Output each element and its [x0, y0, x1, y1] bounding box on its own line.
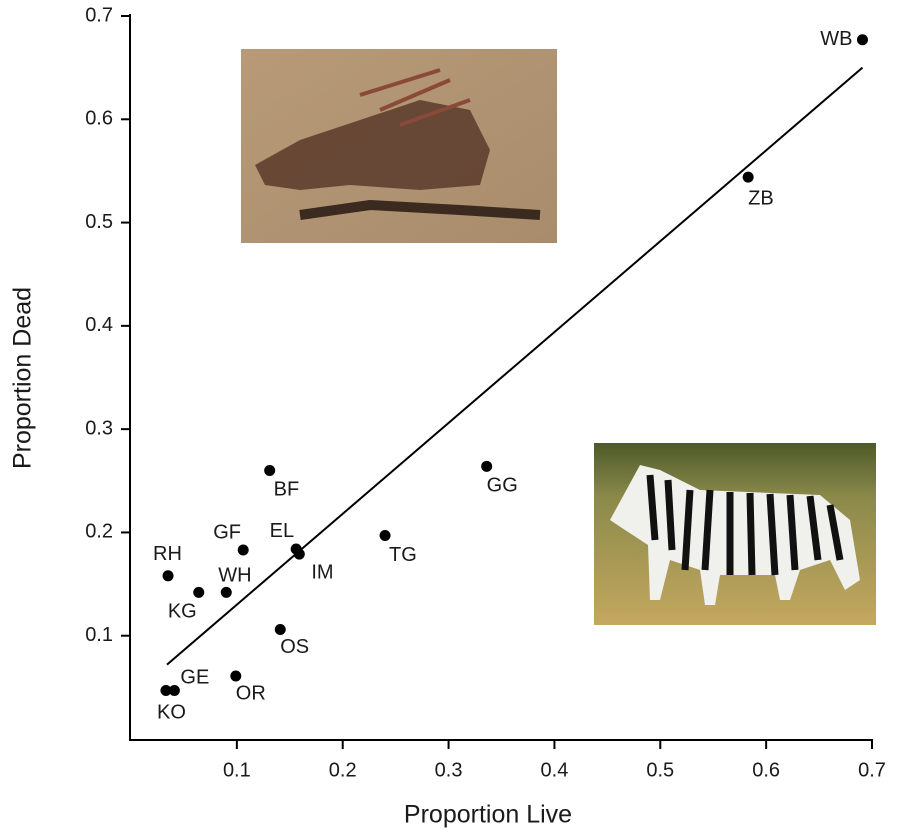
point — [294, 549, 305, 560]
y-tick-label: 0.6 — [85, 108, 113, 130]
y-tick-label: 0.3 — [85, 417, 113, 439]
point — [238, 544, 249, 555]
x-axis-title: Proportion Live — [404, 801, 572, 829]
point-label: RH — [153, 543, 182, 565]
point-label: WH — [218, 565, 251, 587]
point — [221, 587, 232, 598]
point — [481, 461, 492, 472]
point-label: OS — [280, 636, 309, 658]
x-tick-label: 0.3 — [435, 759, 463, 781]
carcass-photo — [241, 49, 557, 243]
y-tick-label: 0.4 — [85, 314, 113, 336]
y-tick-label: 0.1 — [85, 624, 113, 646]
point — [160, 685, 171, 696]
point-label: GE — [180, 667, 209, 689]
point-label: TG — [389, 544, 417, 566]
point-label: OR — [236, 682, 266, 704]
point — [380, 530, 391, 541]
point — [275, 624, 286, 635]
point-label: GF — [213, 521, 241, 543]
y-tick-label: 0.5 — [85, 211, 113, 233]
point — [193, 587, 204, 598]
point-label: KG — [168, 601, 197, 623]
x-tick-label: 0.2 — [329, 759, 357, 781]
point-label: KO — [157, 702, 186, 724]
point-label: BF — [274, 479, 300, 501]
zebra-photo — [594, 443, 876, 625]
y-tick-label: 0.7 — [85, 4, 113, 26]
point-label: WB — [820, 28, 852, 50]
y-axis-title: Proportion Dead — [9, 287, 37, 469]
x-tick-label: 0.4 — [541, 759, 569, 781]
point — [743, 172, 754, 183]
point — [163, 570, 174, 581]
chart: Proportion Live Proportion Dead 0.1 0.2 0.… — [0, 0, 899, 836]
x-tick-label: 0.1 — [223, 759, 251, 781]
point-label: GG — [487, 475, 518, 497]
y-tick-label: 0.2 — [85, 521, 113, 543]
point — [230, 670, 241, 681]
point-label: EL — [270, 520, 294, 542]
x-tick-label: 0.7 — [858, 759, 886, 781]
point-label: IM — [311, 561, 333, 583]
x-tick-label: 0.5 — [646, 759, 674, 781]
point-label: ZB — [748, 187, 774, 209]
point — [264, 465, 275, 476]
point — [857, 34, 868, 45]
x-tick-label: 0.6 — [752, 759, 780, 781]
